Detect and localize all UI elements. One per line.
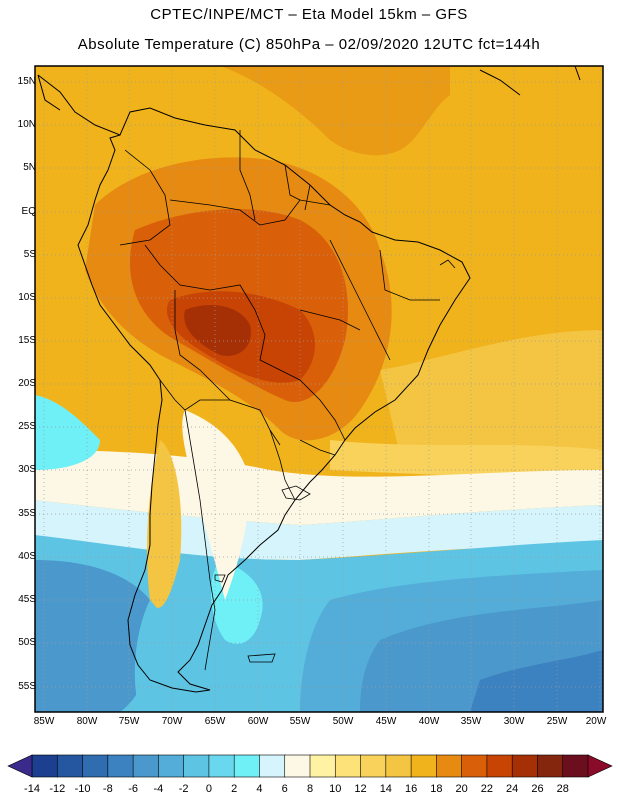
temperature-field	[35, 66, 603, 712]
lon-label: 25W	[546, 716, 568, 727]
color-scale-swatch	[107, 754, 134, 778]
lon-label: 60W	[247, 716, 269, 727]
country-borders	[119, 130, 440, 671]
color-scale-tick-label: -8	[102, 783, 113, 795]
lat-label: 25S	[18, 421, 36, 432]
color-scale-swatch	[486, 754, 513, 778]
color-scale-tick-label: 18	[430, 783, 443, 795]
lat-label: 55S	[18, 681, 36, 692]
color-scale-swatch	[233, 754, 261, 778]
map-frame	[34, 65, 604, 713]
lat-label: 30S	[18, 464, 36, 475]
lon-label: 55W	[289, 716, 311, 727]
map-subtitle: Absolute Temperature (C) 850hPa – 02/09/…	[77, 36, 541, 53]
color-scale-swatch	[183, 754, 210, 778]
color-scale-swatch	[158, 754, 185, 778]
color-scale-tick-label: 12	[354, 783, 367, 795]
color-scale-tick-label: 20	[455, 783, 468, 795]
color-scale-swatch	[82, 754, 109, 778]
color-scale-swatch	[410, 754, 438, 778]
color-scale-tick-label: 8	[306, 783, 314, 795]
lon-label: 75W	[118, 716, 140, 727]
color-scale-tick-label: 26	[531, 783, 544, 795]
color-scale-swatch	[334, 754, 362, 778]
lon-label: 70W	[161, 716, 183, 727]
color-scale-tick-label: -4	[153, 783, 164, 795]
color-scale-swatch	[284, 754, 311, 778]
color-scale-swatch	[56, 754, 84, 778]
color-scale-swatch	[511, 754, 539, 778]
lon-label: 30W	[503, 716, 525, 727]
color-scale-swatch	[461, 754, 488, 778]
lat-label: 35S	[18, 508, 36, 519]
lon-label: 85W	[33, 716, 55, 727]
color-scale-tick-label: -12	[49, 783, 66, 795]
color-scale-tick-label: 4	[256, 783, 263, 795]
lat-label: 5N	[23, 162, 36, 173]
color-scale-tick-label: 0	[205, 783, 212, 795]
color-scale-swatch	[562, 754, 589, 778]
color-scale-tick-label: -10	[74, 783, 91, 795]
lon-label: 20W	[585, 716, 607, 727]
color-scale-tick-label: 2	[231, 783, 238, 795]
color-scale-swatch	[360, 754, 387, 778]
lon-label: 65W	[204, 716, 226, 727]
color-scale-tick-label: 14	[379, 783, 392, 795]
lon-label: 35W	[460, 716, 482, 727]
lon-label: 40W	[418, 716, 440, 727]
color-scale-tick-label: -14	[24, 783, 40, 795]
lon-label: 50W	[332, 716, 354, 727]
color-scale-tick-label: 10	[329, 783, 342, 795]
color-scale-swatch	[385, 754, 412, 778]
color-scale-swatch	[208, 754, 235, 778]
lat-label: 5S	[23, 249, 36, 260]
color-scale-swatch	[537, 754, 564, 778]
lat-label: 45S	[18, 594, 36, 605]
lat-lon-grid	[35, 66, 603, 712]
color-scale-max-arrow	[587, 754, 613, 778]
color-scale-bar	[7, 754, 613, 778]
lat-label: 20S	[18, 378, 36, 389]
lat-label: 10N	[17, 119, 36, 130]
lat-label: 15N	[17, 76, 36, 87]
lat-label: 15S	[18, 335, 36, 346]
lon-label: 80W	[76, 716, 98, 727]
map-title: CPTEC/INPE/MCT – Eta Model 15km – GFS	[150, 6, 468, 23]
color-scale-swatch	[436, 754, 463, 778]
lat-label: 50S	[18, 637, 36, 648]
color-scale-swatch	[31, 754, 59, 778]
color-scale-tick-label: 6	[281, 783, 288, 795]
color-scale-tick-label: 28	[556, 783, 569, 795]
lon-label: 45W	[375, 716, 397, 727]
color-scale-swatch	[259, 754, 286, 778]
color-scale-tick-label: -6	[128, 783, 138, 795]
lat-label: EQ	[21, 206, 36, 217]
color-scale-tick-label: -2	[178, 783, 189, 795]
color-scale-swatch	[132, 754, 160, 778]
color-scale-tick-label: 16	[404, 783, 418, 795]
lat-label: 40S	[18, 551, 36, 562]
color-scale-min-arrow	[7, 754, 33, 778]
color-scale-tick-label: 24	[506, 783, 519, 795]
color-scale-tick-label: 22	[480, 783, 494, 795]
color-scale-swatch	[309, 754, 337, 778]
lat-label: 10S	[18, 292, 36, 303]
